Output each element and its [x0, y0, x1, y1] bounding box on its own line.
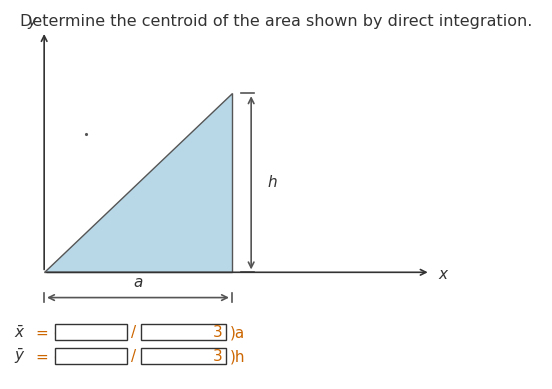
- Text: )a: )a: [230, 325, 245, 340]
- Text: = (: = (: [36, 325, 60, 340]
- Bar: [55, 348, 127, 364]
- Text: $\bar{y}$: $\bar{y}$: [14, 347, 25, 366]
- Text: x: x: [439, 267, 448, 282]
- Text: 3: 3: [213, 349, 222, 364]
- Text: h: h: [268, 175, 277, 190]
- Text: )h: )h: [230, 349, 245, 364]
- Text: Determine the centroid of the area shown by direct integration.: Determine the centroid of the area shown…: [20, 14, 532, 29]
- Bar: [55, 324, 127, 340]
- Polygon shape: [44, 93, 232, 272]
- Text: a: a: [134, 275, 142, 290]
- Text: 3: 3: [213, 325, 222, 340]
- Bar: [141, 324, 226, 340]
- Text: y: y: [28, 14, 36, 29]
- Text: = (: = (: [36, 349, 60, 364]
- Text: $\bar{x}$: $\bar{x}$: [14, 324, 25, 341]
- Bar: [141, 348, 226, 364]
- Text: /: /: [131, 325, 136, 340]
- Text: /: /: [131, 349, 136, 364]
